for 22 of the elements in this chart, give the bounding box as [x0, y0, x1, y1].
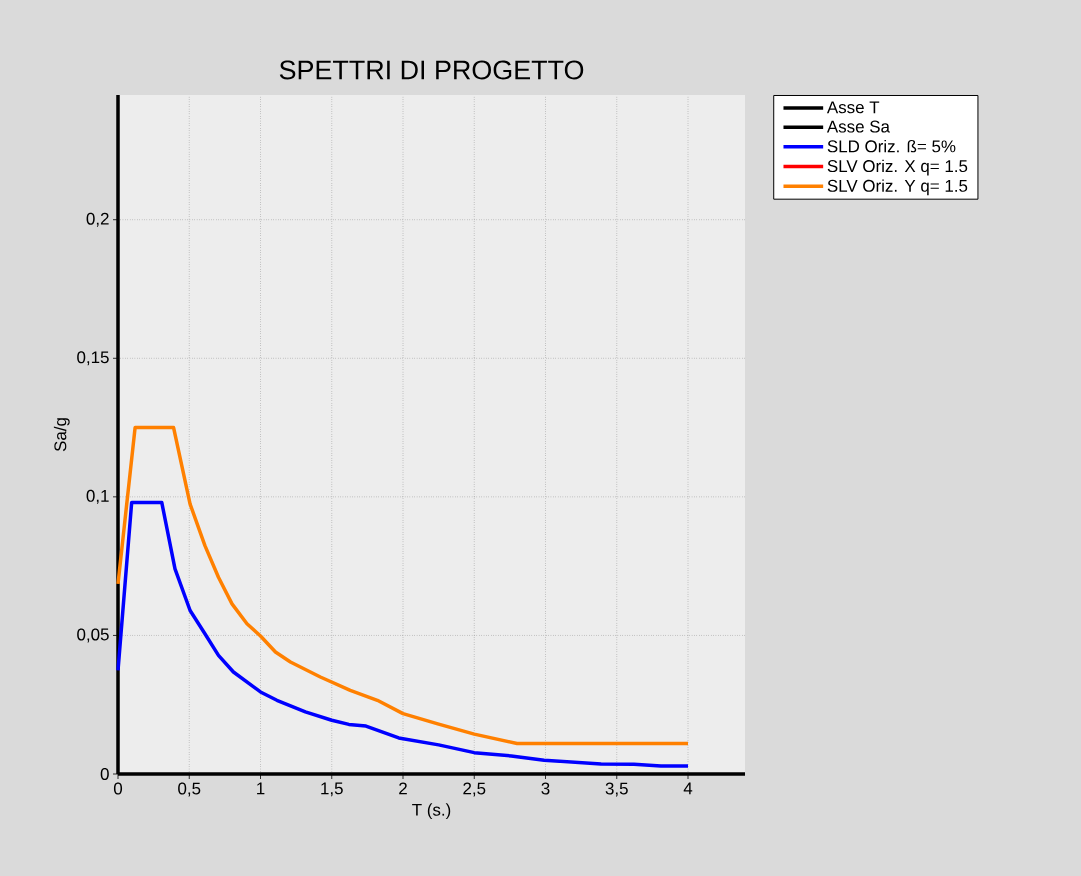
y-tick-label: 0,05: [77, 628, 109, 643]
x-tick-label: 3: [541, 782, 550, 795]
y-tick-label: 0,1: [86, 489, 109, 504]
x-tick-label: 2,5: [463, 782, 486, 797]
x-tick-label: 1: [257, 782, 265, 795]
legend-label: SLV Oriz. X q= 1.5: [827, 159, 968, 176]
y-tick-label: 0: [100, 768, 109, 780]
legend-label: Asse Sa: [826, 120, 890, 133]
x-tick-label: 0,5: [178, 782, 201, 797]
y-tick-label: 0,15: [77, 351, 109, 366]
y-tick-label: 0,2: [86, 212, 109, 227]
x-tick-label: 4: [683, 782, 693, 795]
x-tick-label: 1,5: [321, 782, 343, 797]
legend-label: SLV Oriz. Y q= 1.5: [827, 179, 968, 196]
legend-label: SLD Oriz. ß= 5%: [827, 139, 956, 153]
chart-title: SPETTRI DI PROGETTO: [279, 60, 584, 80]
x-tick-label: 0: [113, 782, 123, 795]
x-tick-label: 3,5: [605, 782, 628, 797]
x-axis-title: T (s.): [412, 803, 451, 820]
legend-label: Asse T: [826, 101, 880, 114]
y-axis-title: Sa/g: [53, 418, 70, 452]
x-tick-label: 2: [399, 782, 407, 795]
